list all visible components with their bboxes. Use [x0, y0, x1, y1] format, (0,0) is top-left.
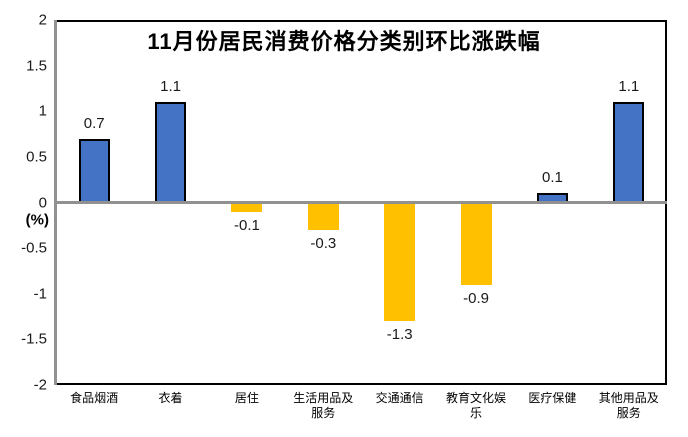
x-category-label: 交通通信 [375, 391, 424, 405]
bar-value-label: 1.1 [618, 78, 640, 96]
y-tick-label: 0 [38, 194, 47, 211]
bar-value-label: -0.9 [463, 289, 489, 307]
y-axis-unit-label: (%) [25, 211, 49, 229]
bar [384, 202, 416, 322]
bar-value-label: 0.7 [83, 114, 105, 132]
y-tick-label: 2 [38, 11, 47, 29]
y-tick-label: -2 [33, 376, 47, 394]
bar-value-label: -1.3 [386, 326, 413, 344]
plot-frame-bottom [54, 383, 667, 385]
y-tick-label: 0.5 [26, 148, 47, 166]
x-category-label: 居住 [234, 391, 259, 405]
y-axis-line [54, 20, 57, 385]
bar [155, 102, 187, 203]
bar [460, 202, 492, 285]
bar-value-label: 0.1 [542, 169, 563, 187]
plot-frame-top [54, 20, 667, 22]
x-category-label: 食品烟酒 [70, 391, 119, 405]
x-category-label: 医疗保健 [528, 391, 577, 405]
x-category-label: 其他用品及 服务 [598, 391, 659, 420]
bar-value-label: -0.3 [310, 234, 337, 252]
x-category-label: 衣着 [158, 391, 183, 405]
y-tick-label: -1 [33, 285, 47, 303]
bar [231, 202, 263, 212]
chart-title: 11月份居民消费价格分类别环比涨跌幅 [147, 29, 541, 54]
y-tick-label: 1 [38, 102, 47, 120]
zero-baseline [57, 201, 667, 204]
x-category-label: 教育文化娱乐 [446, 391, 507, 420]
x-category-label: 生活用品及 服务 [293, 391, 354, 420]
y-tick-label: -0.5 [21, 239, 47, 257]
bar [78, 138, 110, 203]
bar [307, 202, 339, 230]
bar-value-label: -0.1 [234, 216, 260, 234]
bar-value-label: 1.1 [160, 78, 181, 96]
y-tick-label: 1.5 [26, 57, 47, 75]
bar [613, 102, 645, 203]
y-tick-label: -1.5 [21, 330, 47, 348]
